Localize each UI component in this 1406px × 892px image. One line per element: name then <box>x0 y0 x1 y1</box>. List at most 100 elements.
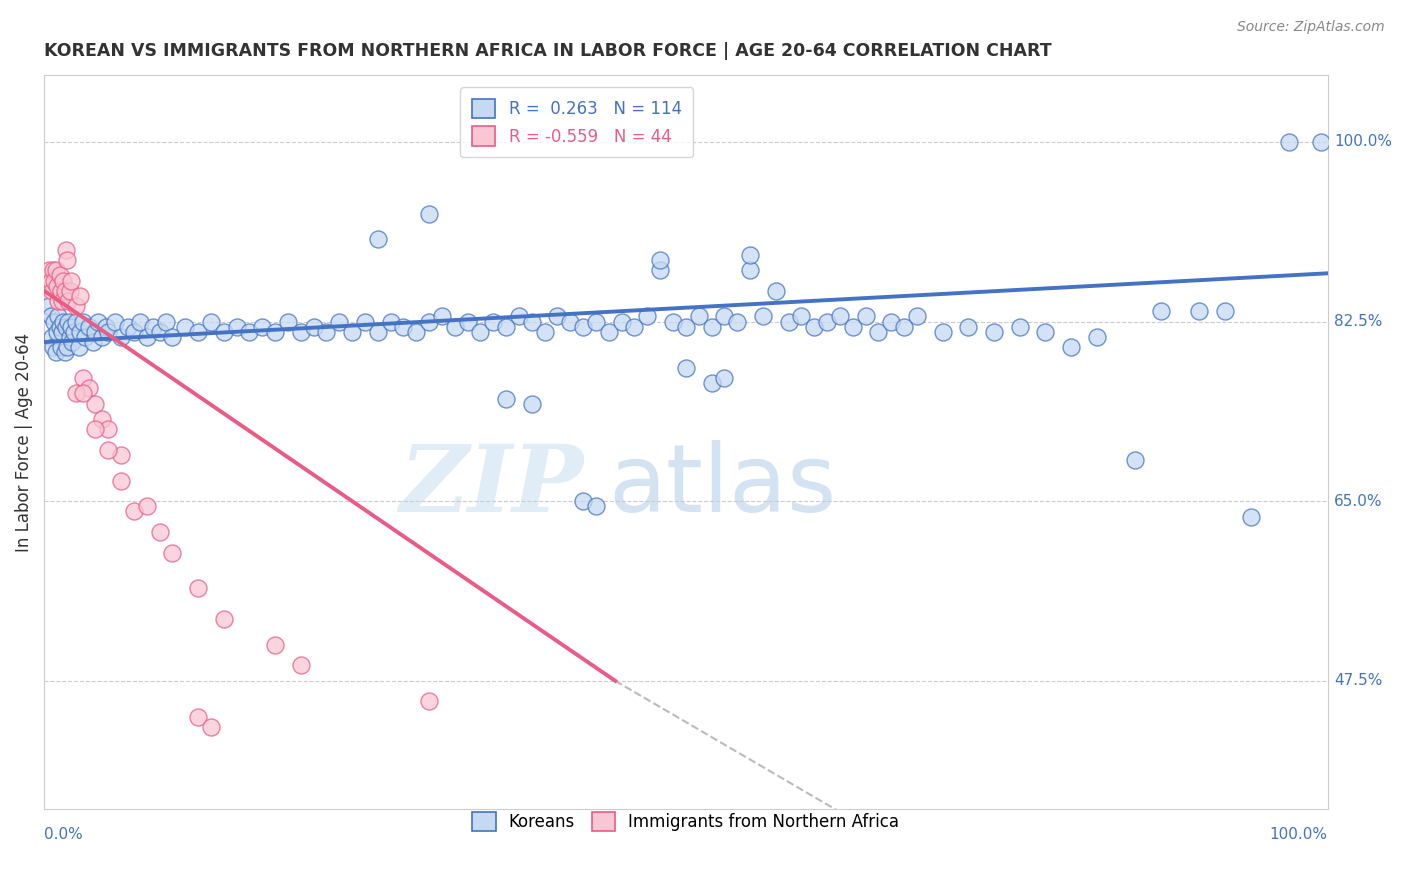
Point <box>957 319 980 334</box>
Point <box>1150 304 1173 318</box>
Point <box>700 319 723 334</box>
Point <box>87 314 110 328</box>
Point <box>482 314 505 328</box>
Point <box>585 500 607 514</box>
Point <box>983 325 1005 339</box>
Point <box>94 319 117 334</box>
Point <box>495 319 517 334</box>
Point <box>65 386 87 401</box>
Point <box>1310 135 1333 149</box>
Point <box>162 330 184 344</box>
Text: 0.0%: 0.0% <box>44 828 83 843</box>
Point <box>572 494 595 508</box>
Point <box>90 412 112 426</box>
Point <box>354 314 377 328</box>
Point <box>84 397 107 411</box>
Point <box>457 314 479 328</box>
Point <box>55 319 77 334</box>
Point <box>42 263 65 277</box>
Point <box>290 325 312 339</box>
Point <box>56 252 79 267</box>
Point <box>46 293 69 308</box>
Point <box>200 314 222 328</box>
Text: Source: ZipAtlas.com: Source: ZipAtlas.com <box>1237 20 1385 34</box>
Point <box>1213 304 1236 318</box>
Point <box>155 314 177 328</box>
Point <box>315 325 337 339</box>
Point <box>828 310 851 324</box>
Point <box>430 310 453 324</box>
Point <box>135 330 157 344</box>
Point <box>117 319 139 334</box>
Point <box>585 314 607 328</box>
Point <box>38 299 60 313</box>
Point <box>418 694 440 708</box>
Point <box>1060 340 1083 354</box>
Point <box>129 314 152 328</box>
Point <box>1085 330 1108 344</box>
Text: atlas: atlas <box>609 441 837 533</box>
Point <box>1188 304 1211 318</box>
Point <box>508 310 530 324</box>
Point <box>675 319 697 334</box>
Point <box>470 325 492 339</box>
Point <box>187 710 209 724</box>
Text: KOREAN VS IMMIGRANTS FROM NORTHERN AFRICA IN LABOR FORCE | AGE 20-64 CORRELATION: KOREAN VS IMMIGRANTS FROM NORTHERN AFRIC… <box>44 42 1052 60</box>
Text: 82.5%: 82.5% <box>1334 314 1382 329</box>
Point <box>738 248 761 262</box>
Point <box>84 422 107 436</box>
Point <box>560 314 582 328</box>
Point <box>162 545 184 559</box>
Point <box>893 319 915 334</box>
Point <box>97 442 120 457</box>
Point <box>65 314 87 328</box>
Point <box>44 314 66 328</box>
Point <box>97 422 120 436</box>
Point <box>67 340 90 354</box>
Point <box>135 500 157 514</box>
Point <box>1278 135 1301 149</box>
Point <box>623 319 645 334</box>
Point <box>650 263 672 277</box>
Point <box>868 325 890 339</box>
Point <box>49 284 72 298</box>
Point <box>52 314 75 328</box>
Point <box>58 314 80 328</box>
Point <box>42 340 65 354</box>
Legend: Koreans, Immigrants from Northern Africa: Koreans, Immigrants from Northern Africa <box>463 802 910 841</box>
Point <box>765 284 787 298</box>
Point <box>110 448 132 462</box>
Point <box>77 319 100 334</box>
Point <box>855 310 877 324</box>
Point <box>290 658 312 673</box>
Point <box>65 299 87 313</box>
Point <box>1033 325 1056 339</box>
Point <box>790 310 813 324</box>
Point <box>52 273 75 287</box>
Point <box>815 314 838 328</box>
Point <box>62 325 84 339</box>
Point <box>752 310 775 324</box>
Point <box>149 524 172 539</box>
Point <box>418 314 440 328</box>
Point <box>367 232 389 246</box>
Point <box>72 371 94 385</box>
Point <box>238 325 260 339</box>
Text: ZIP: ZIP <box>399 442 583 532</box>
Point <box>700 376 723 391</box>
Point <box>405 325 427 339</box>
Point <box>880 314 903 328</box>
Point <box>380 314 402 328</box>
Text: 100.0%: 100.0% <box>1270 828 1327 843</box>
Point <box>1008 319 1031 334</box>
Point <box>598 325 620 339</box>
Point <box>1239 509 1261 524</box>
Point <box>110 330 132 344</box>
Point <box>367 325 389 339</box>
Point <box>41 330 63 344</box>
Point <box>45 345 67 359</box>
Point <box>122 325 145 339</box>
Point <box>72 386 94 401</box>
Point <box>38 263 60 277</box>
Point <box>738 263 761 277</box>
